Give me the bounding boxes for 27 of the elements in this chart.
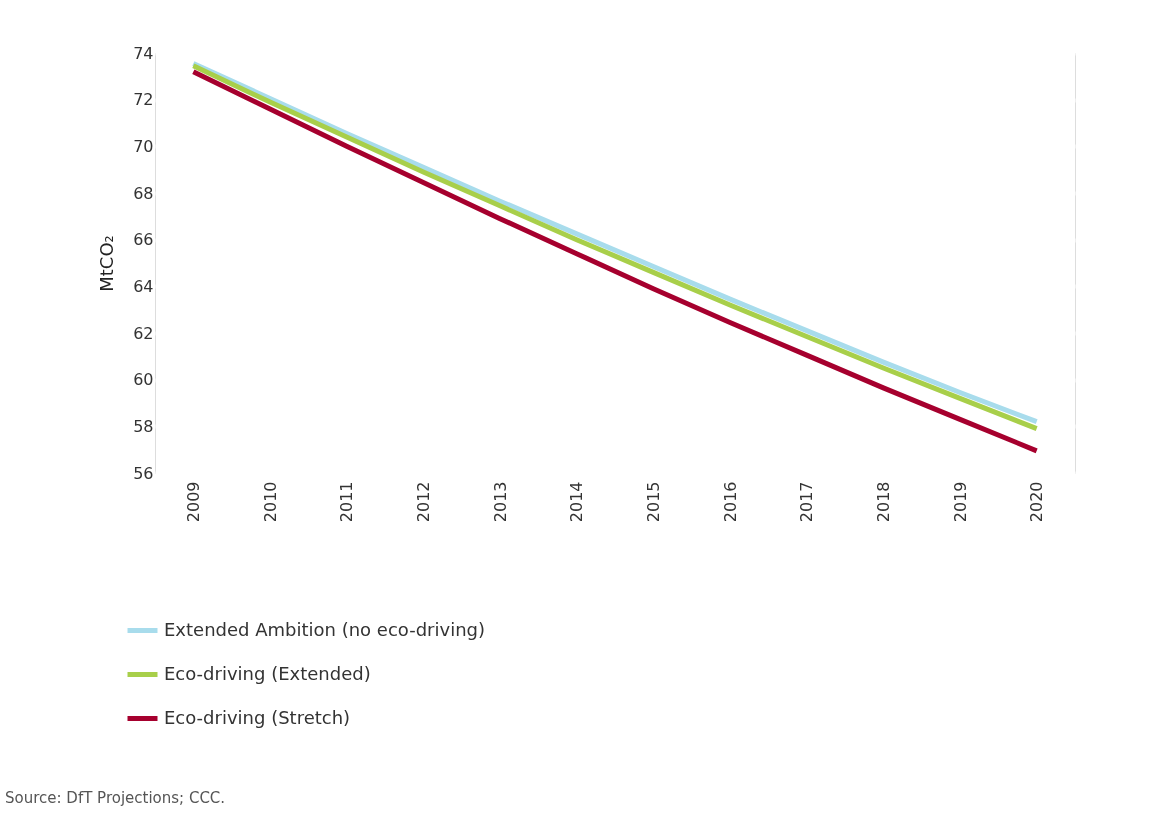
y-tick-label: 64 xyxy=(133,276,154,296)
y-tick-label: 68 xyxy=(133,183,154,203)
x-tick-label: 2019 xyxy=(950,481,970,523)
y-tick-label: 74 xyxy=(133,43,154,63)
legend-label: Eco-driving (Extended) xyxy=(164,662,371,684)
y-tick-label: 72 xyxy=(133,90,154,110)
x-tick-label: 2009 xyxy=(183,481,203,523)
x-tick-label: 2016 xyxy=(720,481,740,523)
x-tick-label: 2012 xyxy=(413,481,433,523)
y-tick-label: 70 xyxy=(133,136,154,156)
x-tick-label: 2018 xyxy=(873,481,893,523)
y-tick-label: 58 xyxy=(133,416,154,436)
x-tick-label: 2017 xyxy=(797,481,817,523)
legend-label: Eco-driving (Stretch) xyxy=(164,706,351,728)
x-tick-label: 2015 xyxy=(643,481,663,523)
y-tick-label: 66 xyxy=(133,230,154,250)
source-note: Source: DfT Projections; CCC. xyxy=(5,789,226,807)
x-tick-label: 2014 xyxy=(567,481,587,523)
x-tick-label: 2013 xyxy=(490,481,510,523)
y-tick-label: 56 xyxy=(133,463,154,483)
y-tick-label: 60 xyxy=(133,370,154,390)
x-tick-label: 2020 xyxy=(1027,481,1047,523)
x-tick-label: 2011 xyxy=(337,481,357,523)
y-axis-title: MtCO₂ xyxy=(96,235,118,292)
y-tick-label: 62 xyxy=(133,323,154,343)
legend-label: Extended Ambition (no eco-driving) xyxy=(164,618,486,640)
x-tick-label: 2010 xyxy=(260,481,280,523)
